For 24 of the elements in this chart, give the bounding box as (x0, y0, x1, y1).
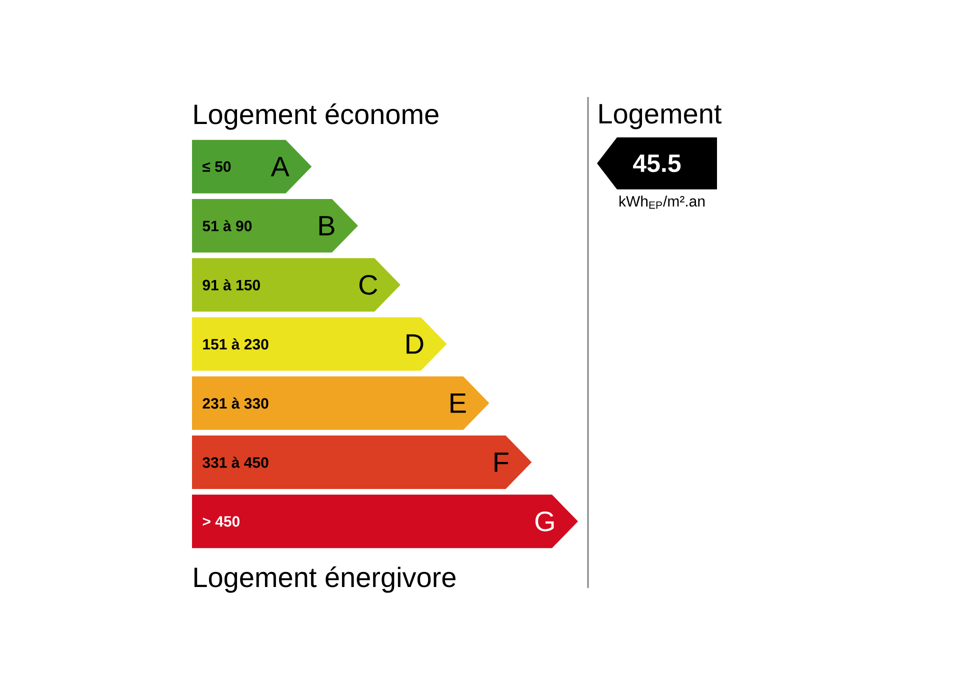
annotation: 91 à 150 (202, 279, 260, 290)
text: 45.5 (633, 154, 681, 172)
y-tick-label: G (535, 512, 554, 532)
annotation: 231 à 330 (202, 398, 268, 409)
annotation: > 450 (202, 516, 240, 527)
y-tick-label: C (359, 274, 378, 295)
bar (192, 317, 447, 371)
y-tick-label: D (406, 334, 424, 354)
annotation: ≤ 50 (202, 161, 231, 172)
y-tick-label: E (450, 394, 466, 413)
annotation: 151 à 230 (203, 338, 268, 350)
annotation: 51 à 90 (202, 220, 252, 232)
annotation: 331 à 450 (202, 456, 268, 468)
chart-title: Logement économe (194, 103, 438, 130)
x-axis-title: Logement énergivore (194, 566, 456, 593)
y-tick-label: F (494, 452, 508, 472)
y-tick-label: B (319, 216, 334, 236)
bar (192, 376, 490, 430)
text: Logement (599, 104, 722, 130)
text: kWh$_{EP}$/m².an (620, 196, 705, 209)
bar (192, 436, 532, 490)
bar (192, 258, 400, 312)
y-tick-label: A (270, 156, 290, 176)
bar (192, 494, 578, 548)
